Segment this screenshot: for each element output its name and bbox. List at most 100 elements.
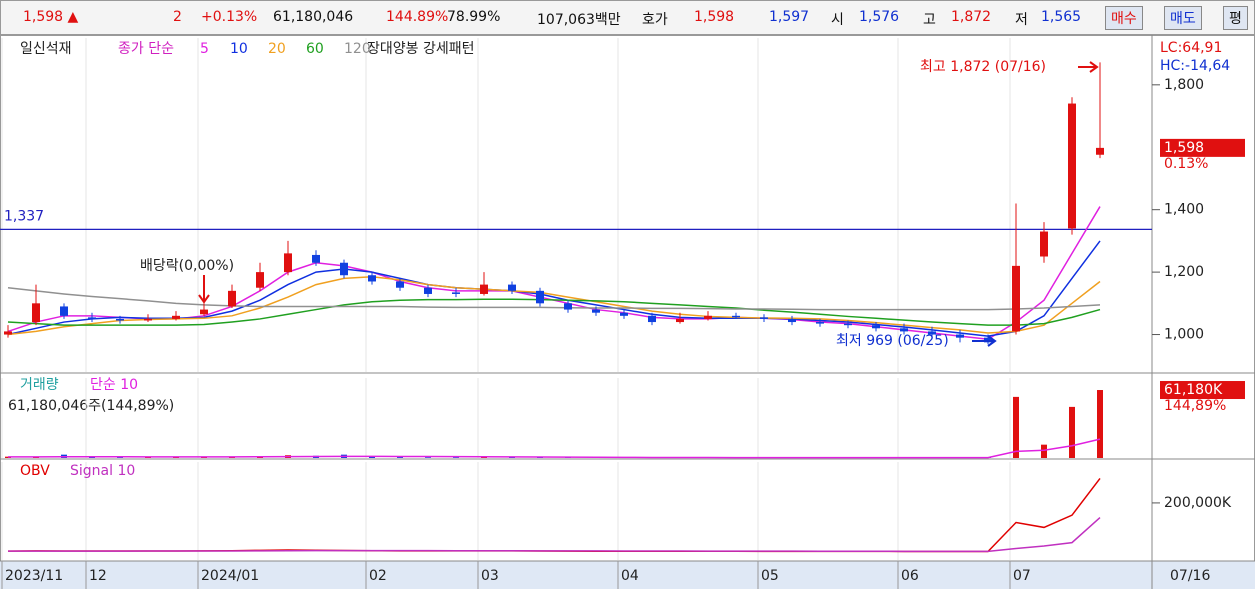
annotation: 최고 1,872 (07/16) [920,59,1046,75]
candle-body [1068,103,1076,229]
x-tick-label: 04 [621,568,639,584]
amount: 107,063백만 [537,12,621,28]
buy-button[interactable]: 매수 [1105,6,1143,30]
candle-body [88,317,96,319]
candle-body [368,275,376,282]
ma-label: 종가 단순 [118,41,174,57]
y-tick-label: 200,000K [1164,495,1232,511]
open: 1,576 [859,9,900,25]
legend-entry: OBV [20,463,50,479]
last-change: 0.13% [1164,156,1208,172]
lc-label: LC:64,91 [1160,40,1222,56]
x-tick-label: 2024/01 [201,568,259,584]
candle-body [312,254,320,263]
legend-entry: 120 [344,41,371,57]
candle-body [116,318,124,321]
volume-bar [1069,406,1075,458]
y-tick-label: 1,800 [1164,77,1204,93]
x-tick-label: 2023/11 [5,568,63,584]
volume: 61,180,046 [273,9,354,25]
volume-bar [369,456,375,458]
x-tick-label: 03 [481,568,499,584]
candle-body [760,317,768,319]
arrow [198,275,210,304]
candle-body [228,290,236,307]
candle-body [536,290,544,304]
change-pct: +0.13% [201,9,258,25]
last-price: 1,598 [1164,140,1204,156]
chart: 일신석재 종가 단순 장대양봉 강세패턴 거래량 61,180,046주(144… [0,35,1255,589]
high: 1,872 [951,9,992,25]
volume-bar [173,457,179,458]
candle-body [816,322,824,324]
open-label: 시 [831,12,844,28]
volume-bar [1013,396,1019,458]
reference-label: 1,337 [4,208,44,224]
series-line [7,240,1101,337]
legend-entry: 20 [268,41,286,57]
series-line [7,298,1101,326]
legend-entry: 10 [230,41,248,57]
sell-button[interactable]: 매도 [1164,6,1202,30]
candle-body [1096,147,1104,155]
volume-bar [145,457,151,458]
y-tick-label: 1,400 [1164,202,1204,218]
candle-body [172,315,180,319]
candle-body [396,281,404,288]
candle-body [704,315,712,319]
pattern-label: 장대양봉 강세패턴 [367,41,475,57]
candle-body [32,303,40,323]
annotation: 배당락(0,00%) [140,258,234,274]
legend-entry: 5 [200,41,209,57]
candle-body [1040,231,1048,257]
series-line [7,286,1101,311]
legend-entry: 60 [306,41,324,57]
volume-subtitle: 61,180,046주(144,89%) [8,398,174,414]
y-tick-label: 1,000 [1164,327,1204,343]
candle-body [4,331,12,335]
volume-bar [453,457,459,458]
candle-body [508,284,516,291]
candle-body [676,318,684,323]
candle-body [844,323,852,326]
candle-body [620,312,628,316]
y-tick-label: 1,200 [1164,264,1204,280]
candle-body [256,272,264,288]
candle-body [592,309,600,313]
arrow [972,335,997,347]
eval-button[interactable]: 평 [1223,6,1248,30]
candle-body [452,292,460,294]
volume-bar [1097,390,1103,458]
series-line [8,438,1101,459]
candle-body [60,306,68,316]
candle-body [788,318,796,323]
hc-label: HC:-14,64 [1160,58,1230,74]
candle-body [200,309,208,315]
legend-entry: 단순 10 [90,377,138,393]
series-line [7,276,1101,336]
arrow [1078,61,1099,73]
high-label: 고 [923,12,936,28]
candle-body [956,334,964,338]
series-line [7,517,1101,553]
last-volume: 61,180K [1164,382,1223,398]
quote-bar: 1,598 ▲ 2 +0.13% 61,180,046 144.89% 78.9… [0,0,1255,35]
bid: 1,597 [769,9,810,25]
volume-ratio: 144.89% [386,9,449,25]
low-label: 저 [1015,12,1028,28]
candle-body [900,328,908,332]
candle-body [732,315,740,318]
volume-bar [89,457,95,458]
legend-entry: Signal 10 [70,463,135,479]
last-ratio: 144,89% [1164,398,1226,414]
candle-body [1012,265,1020,332]
volume-bar [509,457,515,458]
candle-body [872,325,880,329]
x-tick-label: 07 [1013,568,1031,584]
volume-bar [1041,444,1047,458]
x-tick-label: 05 [761,568,779,584]
frame [0,35,1255,589]
candle-body [284,253,292,273]
volume-bar [397,457,403,458]
